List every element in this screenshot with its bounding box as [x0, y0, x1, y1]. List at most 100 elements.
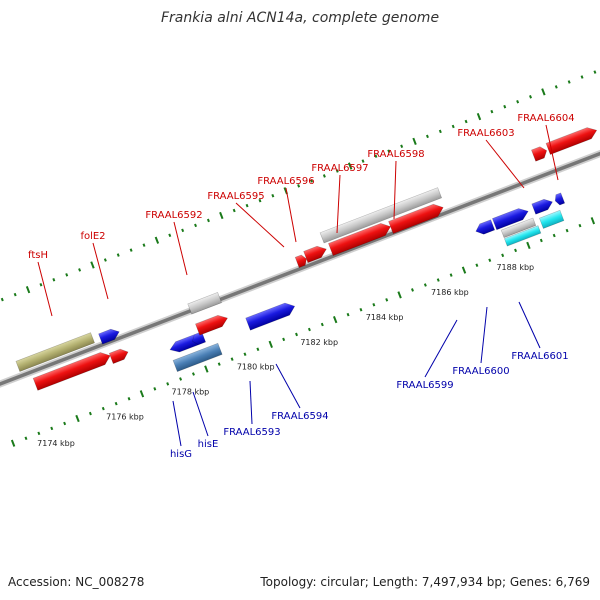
tick-mark	[514, 248, 518, 253]
tick-mark	[387, 149, 391, 153]
tick-mark	[101, 406, 105, 411]
tick-mark	[385, 298, 389, 302]
tick-mark	[400, 144, 404, 149]
tick-mark	[476, 112, 482, 121]
tick-mark	[580, 75, 584, 79]
gene-folE2-blue	[98, 328, 120, 345]
gene-label-top-leader	[235, 202, 285, 248]
gene-red-forward-4	[294, 254, 307, 268]
gene-label-bottom: FRAAL6600	[452, 366, 509, 377]
tick-mark	[567, 80, 571, 84]
tick-mark	[297, 184, 301, 188]
gene-ftsH-olive	[15, 332, 95, 372]
tick-mark	[256, 347, 260, 352]
gene-label-top-leader	[173, 221, 188, 276]
gene-label-top: FRAAL6595	[207, 191, 264, 202]
tick-mark	[271, 193, 275, 198]
tick-mark	[24, 436, 28, 441]
accession-text: Accession: NC_008278	[8, 575, 144, 589]
tick-mark	[425, 134, 429, 139]
kbp-label: 7188 kbp	[496, 263, 534, 272]
tick-mark	[423, 283, 427, 287]
tick-mark	[181, 228, 185, 233]
kbp-label: 7186 kbp	[431, 288, 469, 297]
tick-mark	[461, 266, 467, 274]
gene-red-forward-5	[303, 245, 327, 263]
kbp-label: 7182 kbp	[300, 338, 338, 347]
gene-label-top-leader	[393, 160, 397, 220]
gene-FRAAL6600-cyan	[504, 225, 542, 247]
tick-mark	[219, 211, 224, 220]
tick-mark	[282, 337, 286, 342]
gene-label-top: FRAAL6592	[145, 210, 202, 221]
lower-tick-row	[10, 217, 596, 447]
tick-mark	[320, 322, 324, 327]
tick-mark	[25, 286, 31, 294]
kbp-label: 7180 kbp	[237, 362, 275, 371]
tick-mark	[116, 253, 120, 257]
gene-gray-2	[319, 187, 443, 244]
tick-mark	[114, 401, 118, 406]
tick-mark	[245, 203, 249, 208]
gene-red-forward-9	[545, 127, 598, 155]
tick-mark	[552, 233, 556, 238]
kbp-label: 7174 kbp	[37, 439, 75, 448]
tick-mark	[13, 292, 17, 297]
tick-mark	[332, 315, 338, 324]
topology-text: Topology: circular; Length: 7,497,934 bp…	[259, 575, 590, 589]
gene-label-bottom: FRAAL6599	[396, 380, 453, 391]
tick-mark	[90, 261, 95, 269]
gene-label-bottom-leader	[424, 319, 458, 378]
gene-label-bottom-leader	[249, 380, 253, 425]
tick-mark	[129, 248, 133, 252]
tick-mark	[194, 223, 198, 228]
tick-mark	[217, 362, 221, 366]
tick-mark	[243, 352, 247, 356]
tick-mark	[541, 88, 546, 96]
tick-mark	[168, 233, 172, 238]
tick-mark	[88, 411, 92, 416]
tick-mark	[451, 124, 455, 129]
tick-mark	[578, 223, 582, 228]
gene-blue-reverse-2	[192, 331, 207, 346]
gene-label-top: FRAAL6597	[311, 163, 368, 174]
gene-label-bottom: FRAAL6601	[511, 351, 568, 362]
tick-mark	[335, 169, 339, 173]
tick-mark	[490, 109, 494, 114]
gene-label-top: FRAAL6598	[367, 149, 424, 160]
tick-mark	[166, 382, 170, 386]
gene-label-top-leader	[485, 139, 525, 189]
gene-label-bottom-leader	[275, 363, 301, 409]
gene-label-top-leader	[336, 174, 341, 234]
tick-mark	[516, 99, 520, 104]
tick-mark	[39, 282, 43, 287]
gene-label-top-leader	[92, 242, 109, 300]
tick-mark	[411, 288, 414, 292]
gene-red-forward-1	[32, 352, 111, 391]
tick-mark	[526, 241, 531, 250]
kbp-label: 7184 kbp	[366, 313, 404, 322]
gene-label-top: FRAAL6603	[457, 128, 514, 139]
tick-mark	[436, 278, 440, 282]
tick-mark	[52, 278, 56, 282]
tick-mark	[488, 258, 492, 263]
gene-label-bottom: hisE	[198, 439, 219, 450]
tick-mark	[449, 273, 453, 277]
genome-layer: 7174 kbp 7176 kbp 7178 kbp 7180 kbp 7182 kbp…	[0, 70, 600, 460]
gene-label-top: FRAAL6604	[517, 113, 574, 124]
tick-mark	[142, 243, 146, 247]
tick-mark	[268, 340, 273, 348]
tick-mark	[50, 426, 54, 431]
gene-label-bottom-leader	[480, 306, 488, 364]
gene-label-top: folE2	[80, 231, 105, 242]
tick-mark	[307, 327, 311, 332]
tick-mark	[372, 303, 376, 307]
tick-mark	[154, 236, 160, 244]
tick-mark	[593, 70, 597, 74]
tick-mark	[153, 387, 157, 391]
tick-mark	[10, 439, 16, 447]
gene-label-top-leader	[37, 261, 53, 317]
tick-mark	[310, 179, 313, 183]
